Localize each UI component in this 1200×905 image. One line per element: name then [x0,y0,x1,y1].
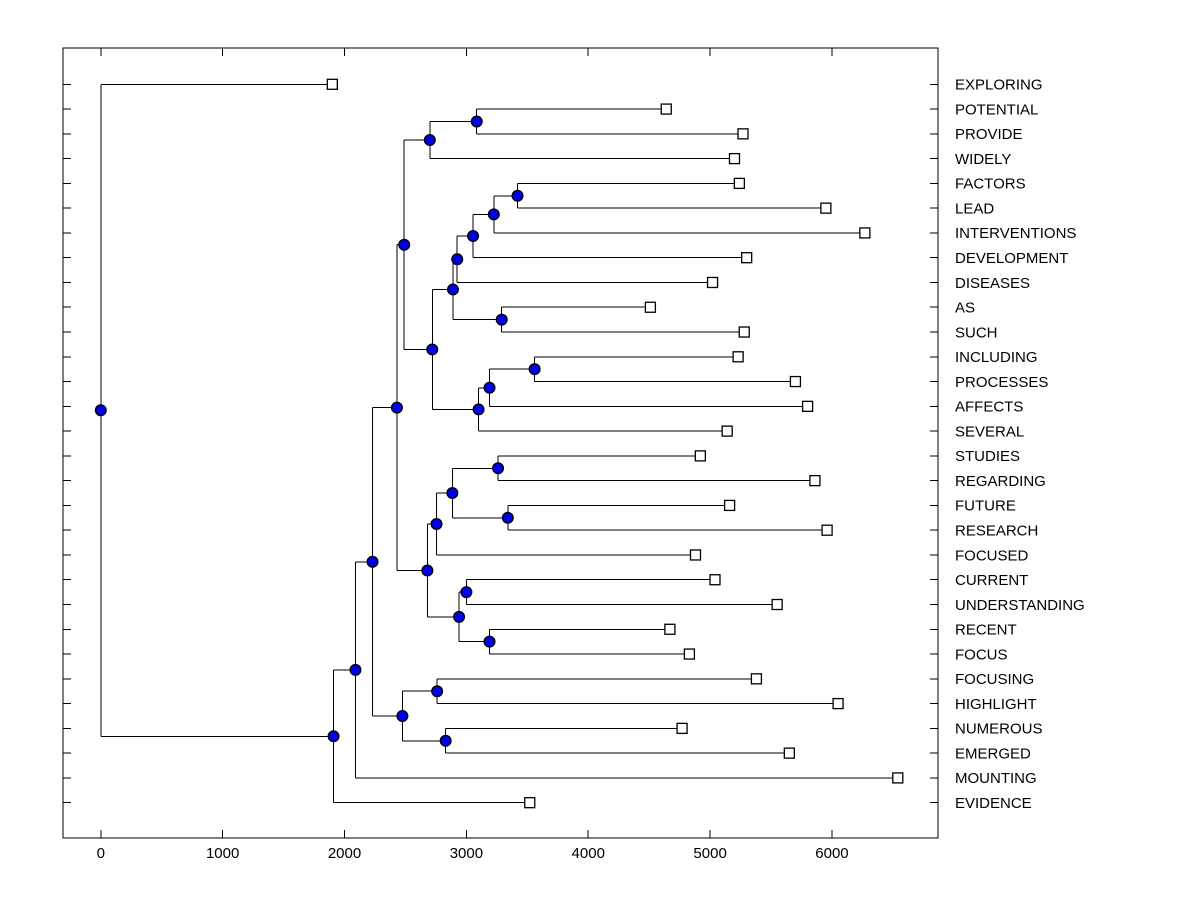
leaf-marker [783,747,795,759]
x-axis-tick-label: 2000 [328,845,361,862]
leaf-label: EMERGED [955,745,1031,762]
leaf-marker [820,202,832,214]
leaf-label: RESEARCH [955,522,1038,539]
leaf-marker [706,276,719,289]
x-axis-tick-label: 4000 [572,845,605,862]
internal-node-marker [495,313,508,326]
internal-node-marker [451,253,464,266]
leaf-label: STUDIES [955,448,1020,465]
leaf-marker [737,128,749,140]
internal-node-marker [453,610,466,623]
internal-node-marker [396,709,409,722]
leaf-marker [721,425,733,437]
internal-node-marker [431,685,444,698]
leaf-marker [728,152,741,165]
leaf-marker [741,252,753,264]
leaf-label: NUMEROUS [955,721,1043,738]
leaf-marker [664,623,676,635]
x-axis-tick-label: 5000 [693,845,726,862]
leaf-marker [694,450,707,462]
leaf-marker [809,475,821,487]
leaf-marker [821,524,833,536]
leaf-label: UNDERSTANDING [955,597,1085,614]
leaf-label: CURRENT [955,572,1028,589]
leaf-label: EVIDENCE [955,795,1032,812]
internal-node-marker [511,189,524,202]
internal-node-marker [327,730,340,743]
leaf-marker [892,772,904,784]
internal-node-marker [366,555,379,568]
internal-node-marker [349,663,362,676]
leaf-label: FOCUSING [955,671,1034,688]
internal-node-marker [426,343,439,356]
leaf-label: SUCH [955,324,998,341]
internal-node-marker [390,401,403,414]
leaf-label: PROCESSES [955,374,1048,391]
leaf-marker [326,78,338,90]
internal-node-marker [470,115,483,128]
leaf-marker [723,499,736,512]
leaf-label: LEAD [955,200,994,217]
x-axis-tick-label: 0 [97,845,105,862]
internal-node-marker [487,208,500,221]
leaf-marker [683,648,696,660]
leaf-label: SEVERAL [955,423,1024,440]
internal-node-marker [398,238,411,251]
leaf-label: INCLUDING [955,349,1038,366]
internal-node-marker [483,635,496,648]
leaf-marker [733,177,746,190]
leaf-label: WIDELY [955,151,1011,168]
leaf-label: MOUNTING [955,770,1037,787]
leaf-label: REGARDING [955,473,1046,490]
x-axis-tick-label: 3000 [450,845,483,862]
leaf-label: DEVELOPMENT [955,250,1068,267]
leaf-marker [801,400,814,412]
leaf-label: FOCUS [955,646,1008,663]
internal-node-marker [501,511,514,524]
internal-node-marker [483,381,496,394]
leaf-label: PROVIDE [955,126,1023,143]
internal-node-marker [467,230,480,243]
leaf-marker [789,375,802,388]
x-axis-tick-label: 1000 [206,845,239,862]
internal-node-marker [528,363,541,376]
leaf-marker [524,797,536,809]
leaf-label: HIGHLIGHT [955,696,1037,713]
leaf-label: EXPLORING [955,77,1043,94]
leaf-marker [644,301,657,313]
plot-box [62,47,939,839]
leaf-marker [660,103,672,115]
leaf-marker [771,598,783,611]
leaf-label: FOCUSED [955,547,1029,564]
internal-node-marker [472,403,485,416]
leaf-marker [738,326,750,338]
leaf-label: INTERVENTIONS [955,225,1076,242]
internal-node-marker [446,283,459,296]
leaf-marker [709,574,721,586]
leaf-label: DISEASES [955,275,1030,292]
internal-node-marker [430,518,443,531]
leaf-marker [832,697,844,710]
leaf-marker [689,549,702,561]
leaf-label: AS [955,300,975,317]
internal-node-marker [446,487,459,500]
leaf-label: FACTORS [955,176,1026,193]
internal-node-marker [492,462,505,475]
leaf-marker [859,227,871,239]
leaf-marker [732,351,744,363]
internal-node-marker [421,564,434,577]
leaf-label: AFFECTS [955,399,1023,416]
internal-node-marker [439,734,452,747]
leaf-marker [750,673,763,685]
leaf-label: RECENT [955,622,1017,639]
internal-node-marker [94,404,107,417]
internal-node-marker [460,586,473,599]
x-axis-tick-label: 6000 [815,845,848,862]
leaf-marker [676,722,688,735]
internal-node-marker [423,134,436,147]
leaf-label: FUTURE [955,498,1016,515]
leaf-label: POTENTIAL [955,101,1038,118]
